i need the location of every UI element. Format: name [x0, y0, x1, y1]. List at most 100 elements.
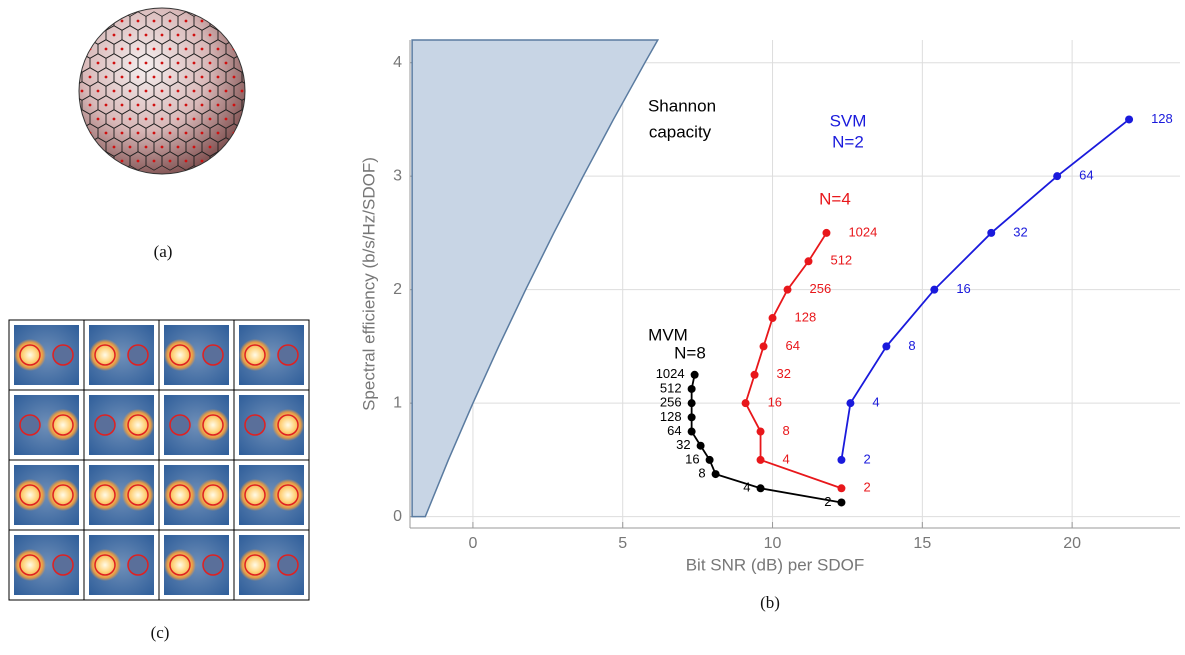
- sphere-cell: [241, 67, 245, 87]
- sphere-dot: [208, 33, 212, 37]
- point-label: 64: [667, 423, 681, 438]
- spot: [94, 344, 116, 366]
- glow: [164, 549, 196, 581]
- sphere-dot: [224, 33, 228, 37]
- sphere-dot: [120, 103, 124, 107]
- point: [687, 399, 696, 408]
- point-label: 256: [810, 281, 832, 296]
- sphere-dot: [112, 89, 116, 93]
- x-tick-label: 10: [764, 535, 782, 552]
- point: [687, 384, 696, 393]
- point-label: 8: [908, 338, 915, 353]
- image-grid: [8, 319, 310, 601]
- sphere-dot: [152, 103, 156, 107]
- spot: [244, 344, 266, 366]
- point-label: 64: [1079, 168, 1093, 183]
- y-tick-label: 4: [393, 54, 402, 71]
- point: [705, 455, 714, 464]
- sphere-dot: [216, 19, 220, 23]
- glow: [239, 549, 271, 581]
- sphere-dot: [136, 19, 140, 23]
- point: [804, 257, 813, 266]
- sphere-dot: [184, 159, 188, 163]
- glow: [14, 479, 46, 511]
- sphere-dot: [104, 19, 108, 23]
- sphere-dot: [96, 61, 100, 65]
- spot: [169, 344, 191, 366]
- sphere-dot: [112, 117, 116, 121]
- spot: [277, 414, 299, 436]
- sphere-cell: [209, 151, 227, 171]
- sphere-dot: [104, 103, 108, 107]
- spot: [244, 554, 266, 576]
- point: [1125, 115, 1134, 124]
- annotation: Shannon: [648, 96, 716, 115]
- sphere-dot: [224, 61, 228, 65]
- spot: [202, 344, 224, 366]
- point-label: 128: [795, 309, 817, 324]
- sphere-dot: [152, 131, 156, 135]
- point: [687, 427, 696, 436]
- point: [837, 498, 846, 507]
- sphere-dot: [104, 47, 108, 51]
- glow: [239, 479, 271, 511]
- sphere-dot: [160, 117, 164, 121]
- glow: [89, 549, 121, 581]
- spot: [94, 484, 116, 506]
- sphere-dot: [128, 33, 132, 37]
- sphere-dot: [176, 33, 180, 37]
- spot: [19, 414, 41, 436]
- glow: [272, 409, 304, 441]
- point-label: 16: [768, 395, 782, 410]
- sphere-dot: [216, 131, 220, 135]
- point: [750, 370, 759, 379]
- sphere-dot: [160, 145, 164, 149]
- point: [756, 427, 765, 436]
- glow: [272, 479, 304, 511]
- spot: [277, 344, 299, 366]
- point: [822, 228, 831, 237]
- point: [687, 413, 696, 422]
- sphere-dot: [216, 159, 220, 163]
- shannon-region: [411, 39, 660, 518]
- glow: [164, 479, 196, 511]
- sphere-dot: [144, 89, 148, 93]
- sphere-dot: [160, 33, 164, 37]
- sphere-dot: [192, 117, 196, 121]
- sphere-dot: [128, 89, 132, 93]
- sphere-dot: [96, 145, 100, 149]
- point-label: 4: [872, 395, 879, 410]
- sphere-dot: [112, 145, 116, 149]
- sphere-dot: [136, 103, 140, 107]
- x-tick-label: 20: [1063, 535, 1081, 552]
- spot: [277, 554, 299, 576]
- sphere-dot: [216, 103, 220, 107]
- sphere-dot: [216, 75, 220, 79]
- point: [837, 455, 846, 464]
- sphere-dot: [184, 47, 188, 51]
- sphere-dot: [200, 19, 204, 23]
- sphere-dot: [152, 19, 156, 23]
- spot: [277, 484, 299, 506]
- sphere-dot: [176, 145, 180, 149]
- sphere-cell: [97, 151, 115, 171]
- sphere-cell: [241, 95, 245, 115]
- spot: [202, 554, 224, 576]
- sphere-dot: [104, 131, 108, 135]
- point: [741, 399, 750, 408]
- point: [1053, 172, 1062, 181]
- spot: [127, 344, 149, 366]
- glow: [164, 339, 196, 371]
- sphere-dot: [224, 89, 228, 93]
- point: [837, 484, 846, 493]
- sphere-dot: [200, 159, 204, 163]
- point: [696, 441, 705, 450]
- spot: [169, 414, 191, 436]
- annotation: SVM: [830, 111, 867, 130]
- point-label: 256: [660, 395, 682, 410]
- sphere-dot: [176, 89, 180, 93]
- point-label: 2: [824, 494, 831, 509]
- sphere-dot: [208, 117, 212, 121]
- caption: (b): [760, 593, 780, 612]
- sphere-dot: [144, 117, 148, 121]
